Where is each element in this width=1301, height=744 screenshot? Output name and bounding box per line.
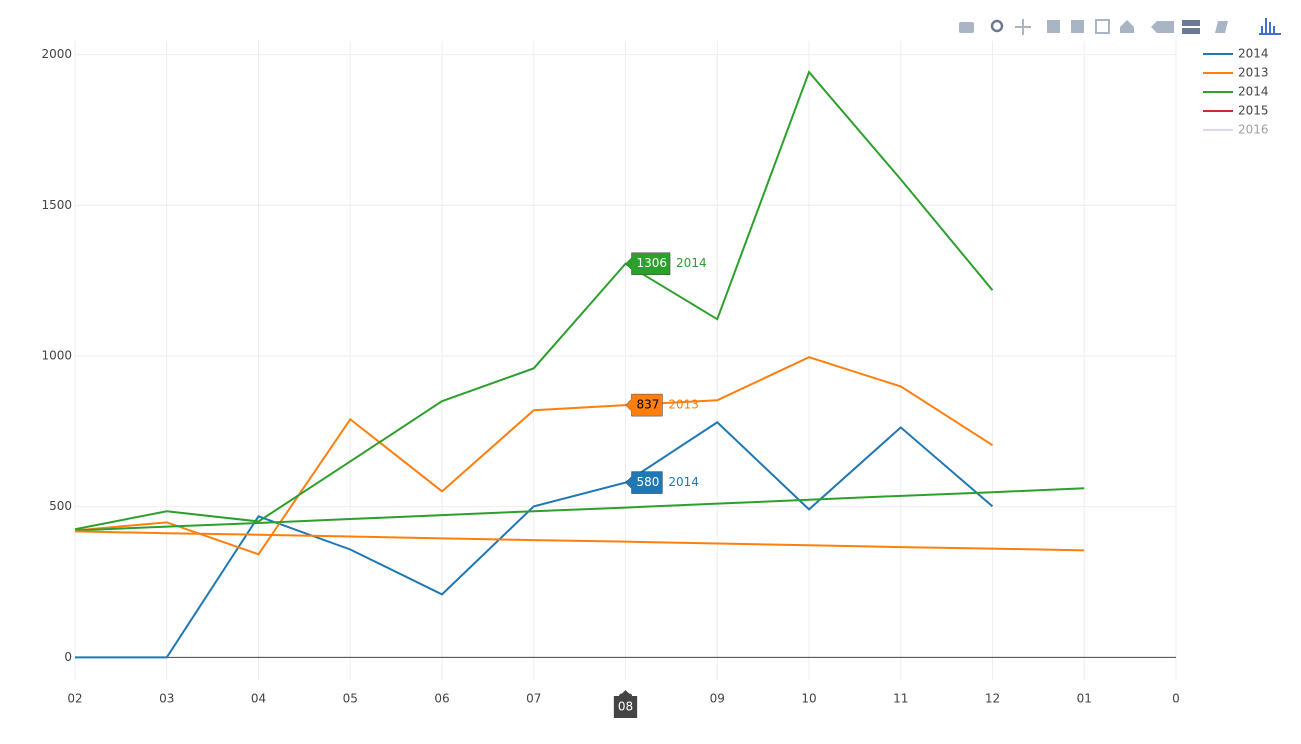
hover-label: 1306 2014 (625, 252, 707, 275)
x-tick-label: 03 (159, 692, 174, 706)
home-icon[interactable] (1120, 20, 1134, 33)
hover-value: 1306 (637, 256, 668, 270)
x-tick-label: 0 (1172, 692, 1180, 706)
hover-box (625, 252, 671, 275)
hover-name: 2014 (668, 475, 699, 489)
x-tick-label: 02 (67, 692, 82, 706)
x-tick-label: 09 (710, 692, 725, 706)
x-tick-label: 12 (985, 692, 1000, 706)
legend-item[interactable]: 2015 (1203, 104, 1269, 118)
legend-item[interactable]: 2014 (1203, 47, 1269, 61)
hover-value: 580 (637, 475, 660, 489)
x-tick-label: 01 (1077, 692, 1092, 706)
legend-label: 2013 (1238, 66, 1269, 80)
hover-x-text: 08 (618, 700, 633, 714)
legend-item[interactable]: 2013 (1203, 66, 1269, 80)
autoscale-icon[interactable] (1095, 19, 1110, 34)
y-tick-label: 1500 (41, 198, 72, 212)
edit-icon[interactable] (1215, 21, 1228, 33)
legend-label: 2015 (1238, 104, 1269, 118)
hover-label: 837 2013 (625, 393, 699, 417)
hover-box (625, 393, 663, 417)
x-tick-label: 11 (893, 692, 908, 706)
legend-item[interactable]: 2016 (1203, 123, 1269, 137)
y-tick-label: 1000 (41, 348, 72, 362)
legend-label: 2014 (1238, 85, 1269, 99)
legend-label: 2016 (1238, 123, 1269, 137)
plotly-logo[interactable] (1259, 18, 1281, 35)
hover-x-box (613, 690, 638, 718)
series-line (74, 70, 994, 531)
legend-item[interactable]: 2014 (1203, 85, 1269, 99)
x-tick-label: 04 (251, 692, 266, 706)
camera-icon[interactable] (959, 22, 974, 33)
legend-label: 2014 (1238, 47, 1269, 61)
x-tick-label: 10 (801, 692, 816, 706)
y-tick-label: 500 (49, 499, 72, 513)
series-line (74, 356, 994, 556)
series-line (75, 421, 994, 659)
y-tick-label: 0 (64, 650, 72, 664)
hover-name: 2013 (668, 398, 699, 412)
series-line (74, 487, 1085, 532)
hover-x-label: 08 (613, 690, 638, 718)
zoom-icon[interactable] (990, 19, 1004, 33)
hover-label: 580 2014 (625, 471, 699, 494)
y-tick-label: 2000 (41, 47, 72, 61)
hover-name: 2014 (676, 256, 707, 270)
hover-value: 837 (637, 398, 660, 412)
x-tick-label: 07 (526, 692, 541, 706)
x-tick-label: 05 (343, 692, 358, 706)
hover-compare-icon[interactable] (1182, 28, 1200, 34)
x-tick-label: 06 (434, 692, 449, 706)
series-line (74, 530, 1085, 552)
spike-icon[interactable] (1151, 21, 1174, 33)
modebar (959, 18, 1281, 35)
hover-closest-icon[interactable] (1182, 20, 1200, 26)
zoom-out-icon[interactable] (1071, 20, 1084, 33)
hover-box (625, 471, 663, 494)
pan-icon[interactable] (1015, 19, 1031, 35)
zoom-in-icon[interactable] (1047, 20, 1060, 33)
